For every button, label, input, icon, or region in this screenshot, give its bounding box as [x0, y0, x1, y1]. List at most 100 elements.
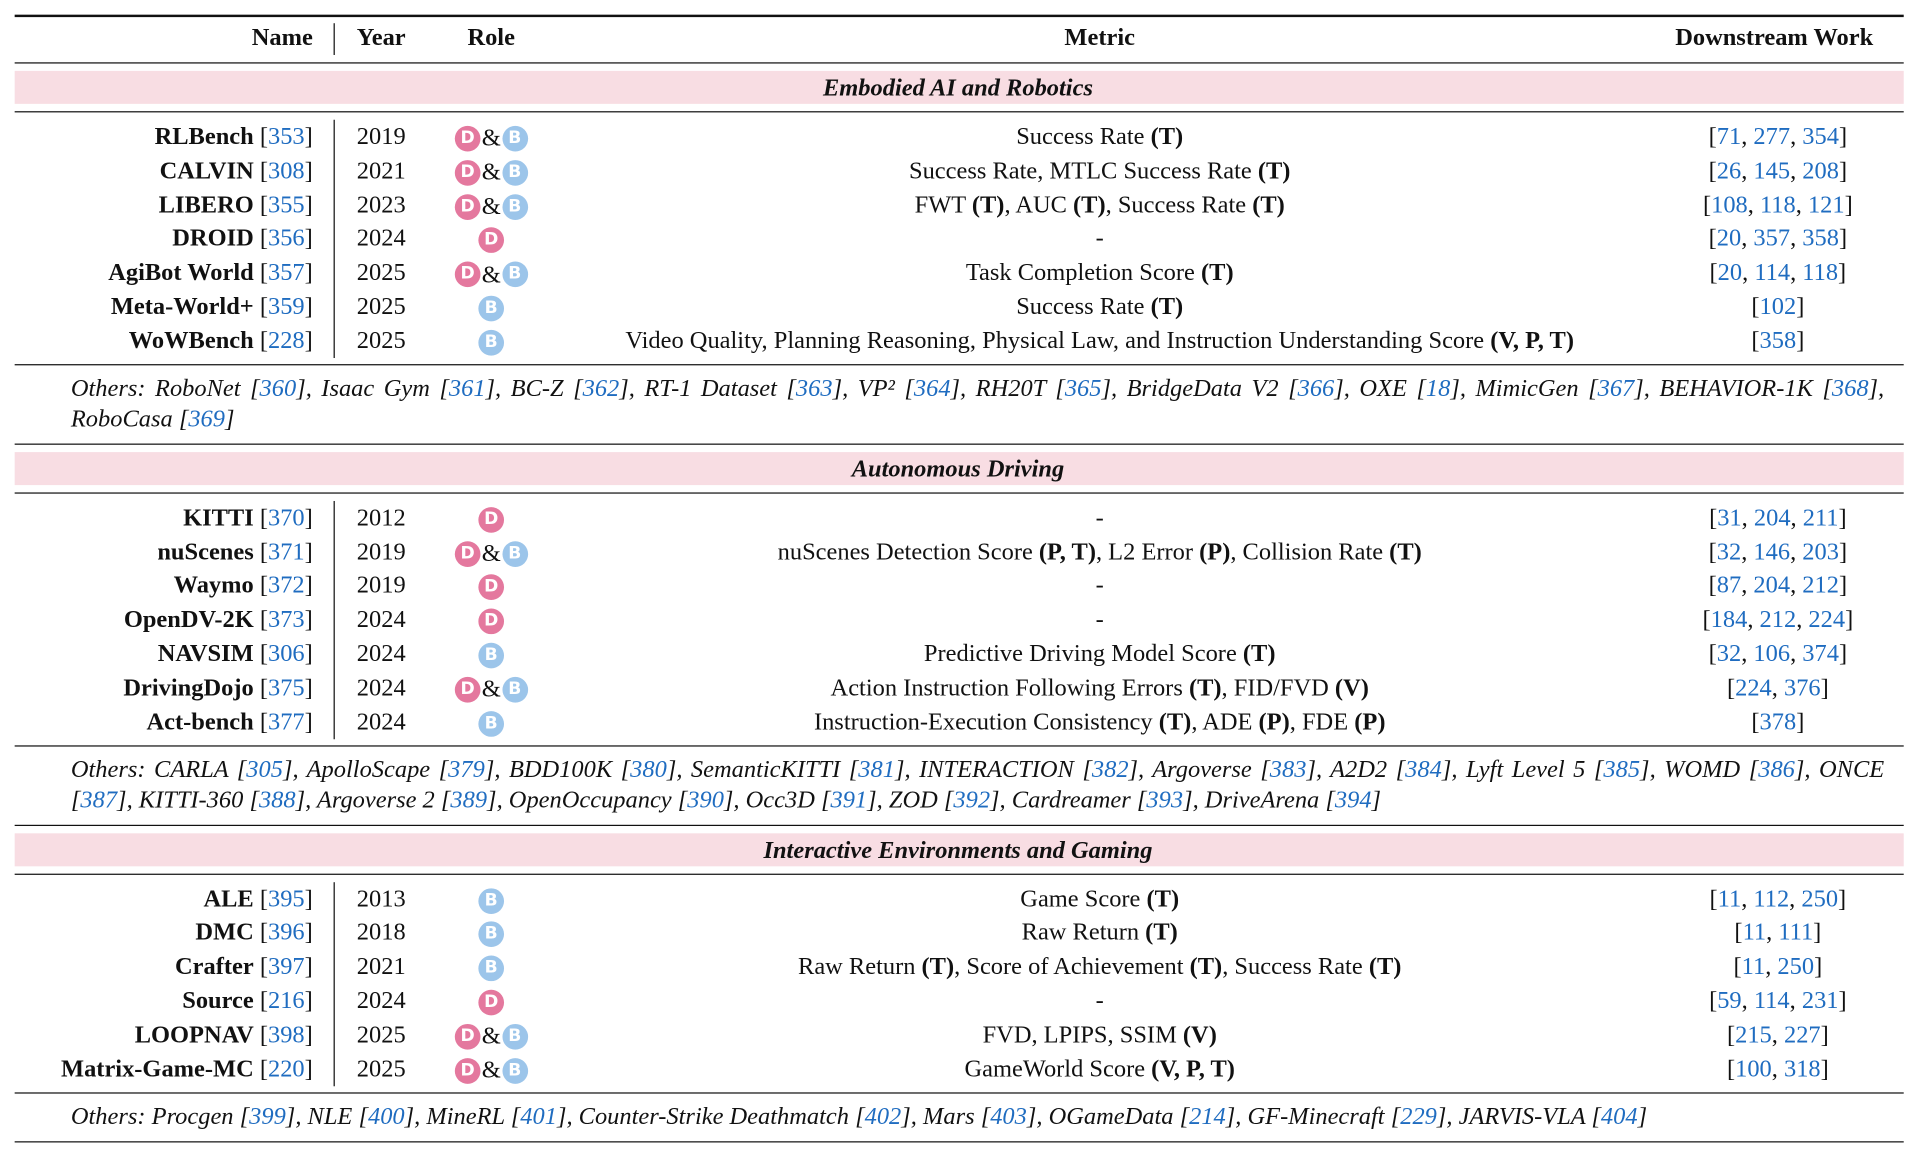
role-badge: B: [501, 676, 528, 703]
dataset-ref: [375]: [259, 674, 313, 702]
name-cell: DMC [396]: [195, 916, 312, 950]
horizontal-rule: [14, 443, 1904, 445]
role-badge: B: [501, 1023, 528, 1050]
metric-part: (T): [1145, 919, 1178, 947]
year-cell: 2024: [356, 640, 406, 668]
dataset-ref: [356]: [259, 225, 313, 253]
column-divider: [333, 500, 336, 739]
metric-part: (T): [1201, 259, 1234, 287]
role-badge: B: [478, 295, 505, 322]
role-separator: &: [481, 1022, 501, 1050]
metric-part: , FDE: [1289, 708, 1355, 736]
horizontal-rule: [14, 1140, 1904, 1143]
header-metric: Metric: [1064, 24, 1135, 52]
metric-part: (T): [1188, 674, 1222, 702]
dataset-name: WoWBench: [128, 327, 254, 355]
dataset-name: OpenDV-2K: [123, 606, 254, 634]
metric-part: (T): [1242, 640, 1276, 668]
metric-part: (T): [1252, 191, 1285, 219]
metric-cell: -: [1096, 222, 1104, 256]
role-cell: D & B: [454, 671, 528, 705]
year-cell: 2019: [356, 123, 406, 151]
name-cell: Act-bench [377]: [146, 705, 312, 739]
dataset-name: Act-bench: [146, 708, 254, 736]
dataset-ref: [359]: [259, 293, 313, 321]
header-name: Name: [251, 24, 313, 52]
section-band: [14, 451, 1904, 485]
column-divider: [333, 881, 336, 1086]
header-downstream: Downstream Work: [1675, 24, 1874, 52]
role-badge: B: [501, 125, 528, 152]
metric-cell: Raw Return (T): [1022, 916, 1178, 950]
role-cell: D: [478, 603, 505, 637]
section-title: Embodied AI and Robotics: [822, 74, 1093, 102]
role-separator: &: [481, 125, 501, 153]
dataset-name: nuScenes: [157, 538, 254, 566]
metric-cell: FVD, LPIPS, SSIM (V): [983, 1018, 1217, 1052]
role-badge: D: [454, 676, 481, 703]
dataset-name: DROID: [172, 225, 254, 253]
role-badge: B: [501, 261, 528, 288]
name-cell: Source [216]: [182, 984, 313, 1018]
downstream-cell: [184, 212, 224]: [1702, 606, 1854, 634]
metric-cell: Video Quality, Planning Reasoning, Physi…: [625, 324, 1574, 358]
year-cell: 2024: [356, 225, 406, 253]
metric-part: , ADE: [1191, 708, 1259, 736]
metric-cell: GameWorld Score (V, P, T): [964, 1052, 1234, 1086]
dataset-name: Meta-World+: [110, 293, 254, 321]
metric-part: -: [1095, 572, 1104, 600]
metric-part: , FID/FVD: [1221, 674, 1335, 702]
role-badge: D: [454, 125, 481, 152]
role-cell: B: [478, 882, 505, 916]
role-cell: D: [478, 222, 505, 256]
metric-part: -: [1095, 225, 1104, 253]
role-separator: &: [481, 159, 501, 186]
metric-part: (V): [1334, 674, 1369, 702]
metric-cell: Instruction-Execution Consistency (T), A…: [814, 705, 1386, 739]
metric-part: (T): [1189, 953, 1223, 981]
role-badge: D: [478, 989, 505, 1016]
year-cell: 2025: [356, 259, 406, 287]
metric-cell: -: [1096, 603, 1104, 637]
horizontal-rule: [14, 363, 1904, 366]
metric-part: (T): [1389, 538, 1422, 566]
dataset-name: Waymo: [173, 572, 254, 600]
metric-cell: Game Score (T): [1020, 882, 1179, 916]
name-cell: ALE [395]: [203, 882, 312, 916]
metric-cell: nuScenes Detection Score (P, T), L2 Erro…: [778, 535, 1422, 569]
metric-part: (T): [1146, 885, 1180, 913]
others-note: Others: Procgen [399], NLE [400], MineRL…: [70, 1102, 1648, 1130]
downstream-cell: [31, 204, 211]: [1709, 504, 1847, 532]
metric-part: , Success Rate: [1105, 191, 1253, 219]
role-cell: D & B: [454, 188, 528, 222]
name-cell: DrivingDojo [375]: [123, 671, 312, 705]
dataset-ref: [377]: [259, 708, 313, 736]
dataset-name: LIBERO: [158, 191, 254, 219]
dataset-ref: [396]: [259, 919, 313, 947]
metric-part: , L2 Error: [1095, 538, 1200, 566]
metric-part: Game Score: [1020, 885, 1147, 913]
metric-cell: Success Rate (T): [1016, 290, 1183, 324]
downstream-cell: [358]: [1751, 327, 1805, 355]
role-badge: B: [478, 710, 505, 737]
section-band: [14, 832, 1904, 866]
name-cell: LIBERO [355]: [159, 188, 313, 222]
metric-part: (T): [971, 191, 1005, 219]
metric-part: (T): [1257, 157, 1291, 185]
downstream-cell: [11, 112, 250]: [1709, 885, 1847, 913]
horizontal-rule: [14, 744, 1904, 747]
metric-part: GameWorld Score: [964, 1055, 1152, 1083]
dataset-name: Crafter: [175, 953, 254, 981]
metric-cell: -: [1096, 501, 1104, 535]
metric-part: Success Rate: [1016, 293, 1151, 321]
dataset-name: Matrix-Game-MC: [61, 1055, 254, 1083]
downstream-cell: [32, 146, 203]: [1708, 538, 1848, 566]
year-cell: 2013: [356, 885, 406, 913]
role-cell: B: [478, 290, 505, 324]
role-badge: D: [478, 574, 505, 601]
year-cell: 2025: [356, 293, 406, 321]
metric-part: (T): [1158, 708, 1192, 736]
role-separator: &: [481, 1056, 501, 1084]
metric-part: -: [1095, 504, 1104, 532]
role-badge: D: [454, 159, 481, 186]
